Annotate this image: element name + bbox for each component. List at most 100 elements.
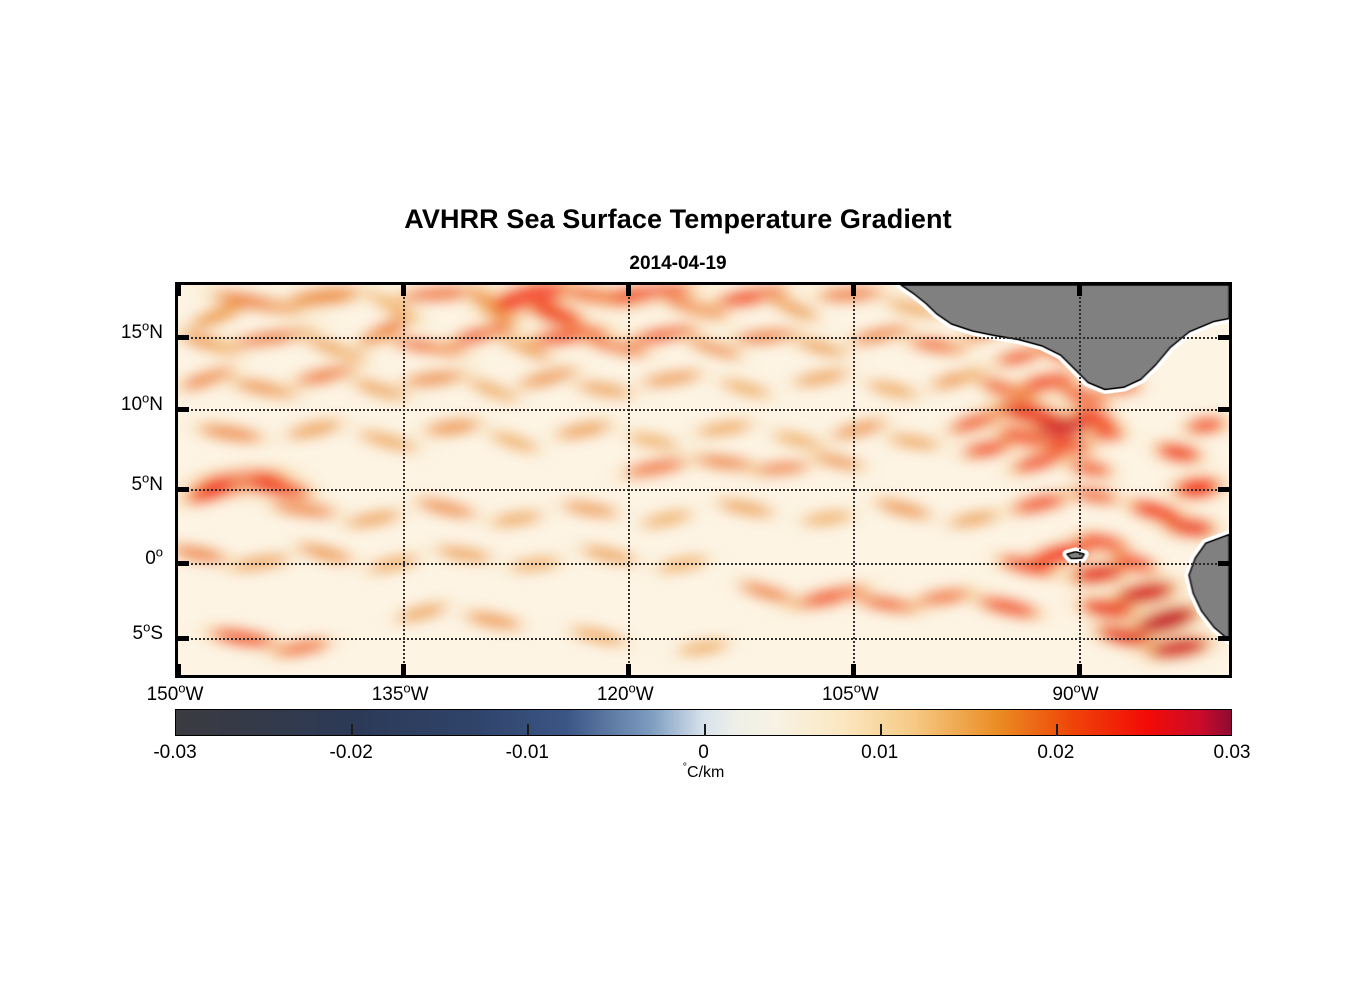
gradient-filament (207, 373, 322, 403)
gradient-filament (335, 424, 441, 458)
tick-longitude (1076, 285, 1082, 296)
gradient-filament (945, 434, 1030, 463)
gradient-filament (752, 426, 844, 454)
sst-gradient-field (178, 285, 1229, 675)
gradient-filament (443, 607, 543, 634)
gradient-filament (955, 590, 1062, 624)
colorbar-tick-label: -0.02 (329, 742, 373, 763)
gradient-filament (1075, 423, 1139, 445)
colorbar-tick (351, 724, 354, 736)
gradient-filament (1042, 381, 1126, 412)
gradient-filament (776, 332, 867, 362)
gridline-longitude (628, 285, 631, 675)
axis-label-latitude: 0o (145, 544, 163, 569)
gradient-filament (718, 575, 815, 610)
gradient-filament (700, 373, 791, 403)
gradient-filament (206, 550, 314, 575)
gradient-filament (272, 359, 379, 392)
colorbar-tick (703, 724, 706, 736)
gridline-latitude (178, 637, 1229, 640)
figure-subtitle: 2014-04-19 (629, 253, 727, 274)
gradient-filament (323, 506, 423, 532)
tick-latitude (1218, 635, 1229, 641)
colorbar-tick (1055, 724, 1058, 736)
axis-label-latitude: 5oN (131, 470, 163, 495)
axis-label-longitude: 120oW (596, 680, 654, 705)
gradient-filament (393, 492, 499, 524)
map-axes[interactable] (175, 282, 1232, 678)
land-galapagos (1066, 550, 1085, 560)
colorbar-tick-label: -0.01 (505, 742, 549, 763)
tick-longitude (176, 285, 181, 296)
gradient-filament (178, 359, 256, 398)
gradient-filament (1097, 547, 1172, 579)
gridline-latitude (178, 336, 1229, 339)
tick-longitude (626, 664, 632, 675)
colorbar-tick-label: -0.03 (153, 742, 197, 763)
colorbar-unit-label: °C/km (682, 761, 725, 781)
tick-longitude (401, 285, 407, 296)
gradient-filament (751, 288, 837, 329)
gradient-filament (559, 540, 659, 570)
tick-latitude (178, 406, 189, 412)
tick-longitude (851, 285, 857, 296)
axis-label-longitude: 90oW (1052, 680, 1099, 705)
gradient-filament (178, 419, 289, 447)
gradient-filament (252, 633, 352, 662)
gradient-filament (540, 497, 640, 522)
gradient-filament (1061, 593, 1154, 624)
axis-label-latitude: 5oS (132, 619, 164, 644)
gradient-filament (470, 507, 563, 531)
gradient-filament (276, 537, 374, 570)
gradient-filament (666, 330, 762, 367)
gridline-longitude (1078, 285, 1081, 675)
gradient-filament (265, 414, 364, 444)
gradient-filament (1171, 413, 1229, 438)
gradient-filament (1140, 437, 1217, 468)
gradient-filament (414, 542, 514, 566)
tick-latitude (178, 560, 189, 566)
gradient-filament (696, 495, 796, 522)
gradient-filament (810, 413, 908, 446)
gradient-filament (847, 376, 939, 403)
gradient-filament (854, 493, 952, 525)
tick-latitude (178, 486, 189, 492)
colorbar-tick (879, 724, 882, 736)
gradient-filament (618, 366, 726, 391)
gradient-filament (470, 424, 559, 459)
gradient-filament (178, 540, 249, 569)
map-clip (178, 285, 1229, 675)
gradient-filament (730, 458, 832, 479)
gradient-filament (449, 372, 537, 409)
tick-longitude (176, 664, 181, 675)
axis-label-longitude: 150oW (146, 680, 204, 705)
colorbar-tick-label: 0 (698, 742, 709, 763)
colorbar-tick-label: 0.01 (861, 742, 899, 763)
axis-label-latitude: 15oN (120, 318, 163, 343)
gridline-longitude (403, 285, 406, 675)
gradient-filament (867, 430, 960, 454)
gridline-latitude (178, 488, 1229, 491)
axis-label-longitude: 135oW (371, 680, 429, 705)
gradient-filament (534, 416, 634, 444)
gradient-filament (495, 361, 601, 395)
gridline-latitude (178, 562, 1229, 565)
colorbar-tick-label: 0.03 (1213, 742, 1251, 763)
gridline-longitude (853, 285, 856, 675)
tick-latitude (1218, 560, 1229, 566)
gradient-filament (657, 636, 750, 660)
gradient-filament (246, 497, 362, 522)
colorbar[interactable] (175, 709, 1232, 736)
gradient-filament (781, 507, 874, 529)
gradient-filament (978, 549, 1077, 582)
tick-latitude (1218, 486, 1229, 492)
tick-latitude (1218, 334, 1229, 340)
gradient-filament (376, 598, 467, 628)
gridline-latitude (178, 408, 1229, 411)
gradient-filament (178, 473, 257, 510)
axis-label-longitude: 105oW (821, 680, 879, 705)
gradient-filament (621, 505, 713, 533)
gradient-filament (771, 364, 871, 391)
axis-label-latitude: 10oN (120, 390, 163, 415)
